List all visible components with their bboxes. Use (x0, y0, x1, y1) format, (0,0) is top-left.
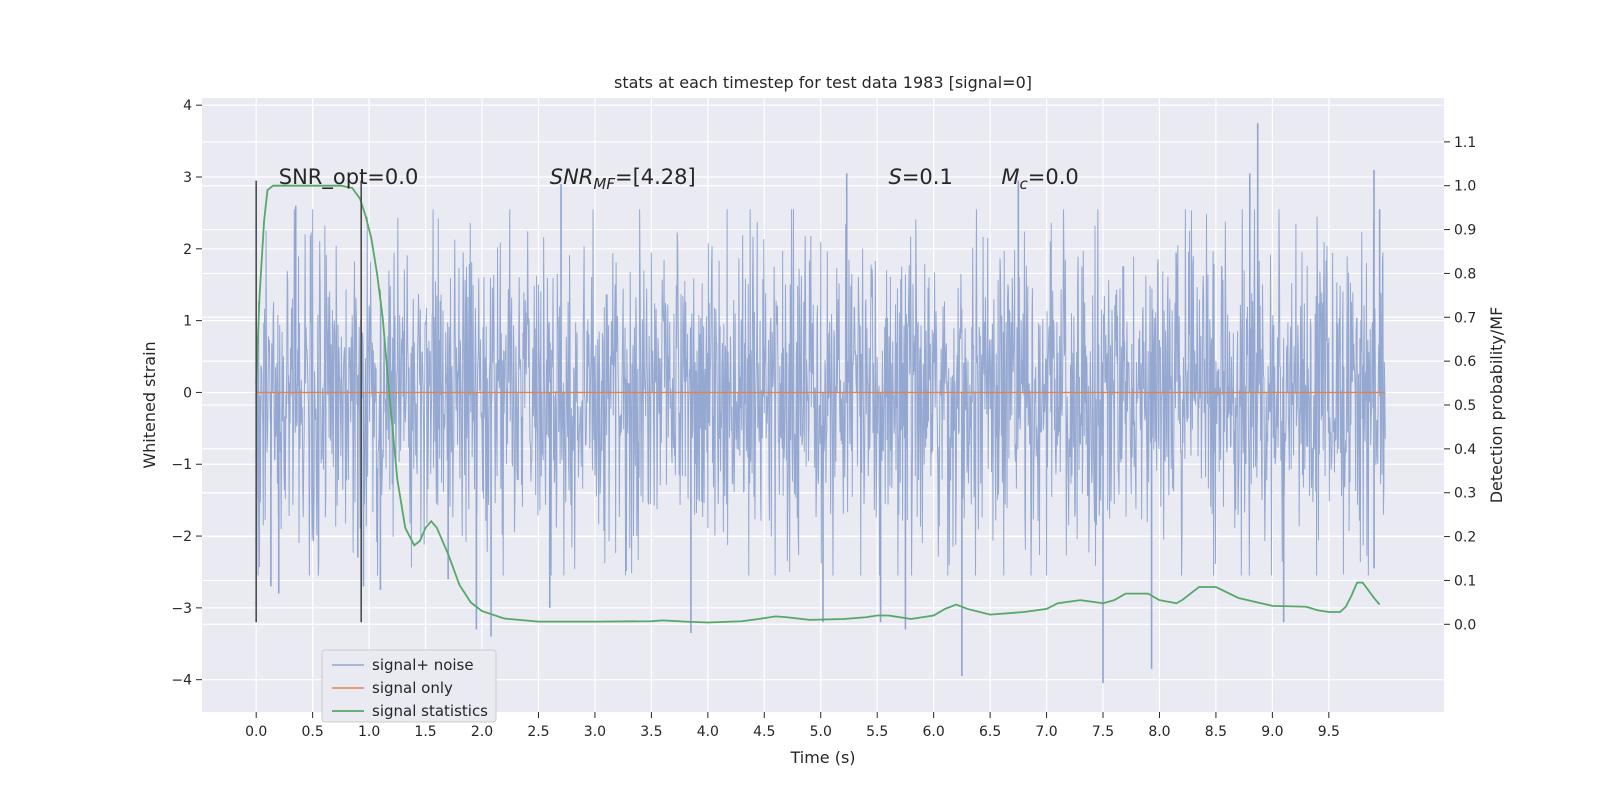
x-tick-label: 0.0 (245, 724, 267, 740)
y-tick-label: −3 (171, 601, 192, 617)
y2-tick-label: 0.0 (1454, 617, 1476, 633)
x-axis-label: Time (s) (789, 748, 855, 767)
x-tick-label: 2.5 (527, 724, 549, 740)
y2-tick-label: 0.6 (1454, 354, 1476, 370)
x-tick-label: 3.0 (584, 724, 606, 740)
legend-label: signal+ noise (372, 656, 474, 674)
y-tick-label: −1 (171, 457, 192, 473)
y2-tick-label: 1.1 (1454, 135, 1476, 151)
annotation-1: SNRMF=[4.28] (550, 165, 696, 193)
annotation-3: Mc=0.0 (1001, 165, 1078, 193)
x-tick-label: 5.5 (866, 724, 888, 740)
x-axis: 0.0 0.5 1.0 1.5 2.0 2.5 3.0 3.5 4.0 4.5 5.0 5.5 6.0 6… (245, 712, 1340, 740)
y-axis-right: 1.1 1.0 0.9 0.8 0.7 0.6 0.5 0.4 0.3 0.2 0.1 0.0 (1444, 135, 1476, 633)
y-tick-label: 1 (183, 314, 192, 330)
x-tick-label: 4.5 (753, 724, 775, 740)
y-tick-label: −4 (171, 673, 192, 689)
x-tick-label: 8.5 (1205, 724, 1227, 740)
annotation-0: SNR_opt=0.0 (279, 165, 419, 190)
x-tick-label: 4.0 (697, 724, 719, 740)
line-layer (255, 180, 1386, 624)
legend-box (321, 649, 497, 723)
legend-label: signal only (372, 679, 453, 697)
x-tick-label: 7.0 (1035, 724, 1057, 740)
y-axis-left: 4 3 2 1 0 −1 −2 −3 −4 (171, 98, 202, 689)
chart-title: stats at each timestep for test data 198… (614, 73, 1032, 92)
x-tick-label: 0.5 (302, 724, 324, 740)
y2-tick-label: 0.9 (1454, 223, 1476, 239)
x-tick-label: 1.0 (358, 724, 380, 740)
x-tick-label: 5.0 (810, 724, 832, 740)
noise-trace (255, 209, 1386, 576)
x-tick-label: 1.5 (414, 724, 436, 740)
y2-tick-label: 0.4 (1454, 442, 1476, 458)
series-signal-statistics (255, 184, 1381, 624)
y2-tick-label: 0.7 (1454, 310, 1476, 326)
legend: signal+ noise signal only signal statistic… (321, 649, 497, 723)
y-tick-label: 3 (183, 170, 192, 186)
y2-tick-label: 1.0 (1454, 179, 1476, 195)
y-tick-label: 0 (183, 385, 192, 401)
legend-label: signal statistics (372, 702, 488, 720)
y2-axis-label: Detection probability/MF (1487, 307, 1506, 504)
x-tick-label: 6.0 (923, 724, 945, 740)
series-signal-plus-noise (255, 123, 1386, 684)
y2-tick-label: 0.2 (1454, 530, 1476, 546)
y2-tick-label: 0.3 (1454, 486, 1476, 502)
x-tick-label: 6.5 (979, 724, 1001, 740)
y-axis-label: Whitened strain (140, 341, 159, 468)
y2-tick-label: 0.1 (1454, 573, 1476, 589)
y-tick-label: 4 (183, 98, 192, 114)
x-tick-label: 8.0 (1148, 724, 1170, 740)
y-tick-label: 2 (183, 242, 192, 258)
x-tick-label: 2.0 (471, 724, 493, 740)
x-tick-label: 7.5 (1092, 724, 1114, 740)
y-tick-label: −2 (171, 529, 192, 545)
x-tick-label: 3.5 (640, 724, 662, 740)
y2-tick-label: 0.8 (1454, 266, 1476, 282)
y2-tick-label: 0.5 (1454, 398, 1476, 414)
x-tick-label: 9.0 (1261, 724, 1283, 740)
annotation-2: S=0.1 (888, 165, 952, 189)
x-tick-label: 9.5 (1318, 724, 1340, 740)
annotations: SNR_opt=0.0 SNRMF=[4.28] S=0.1 Mc=0.0 (279, 165, 1079, 193)
